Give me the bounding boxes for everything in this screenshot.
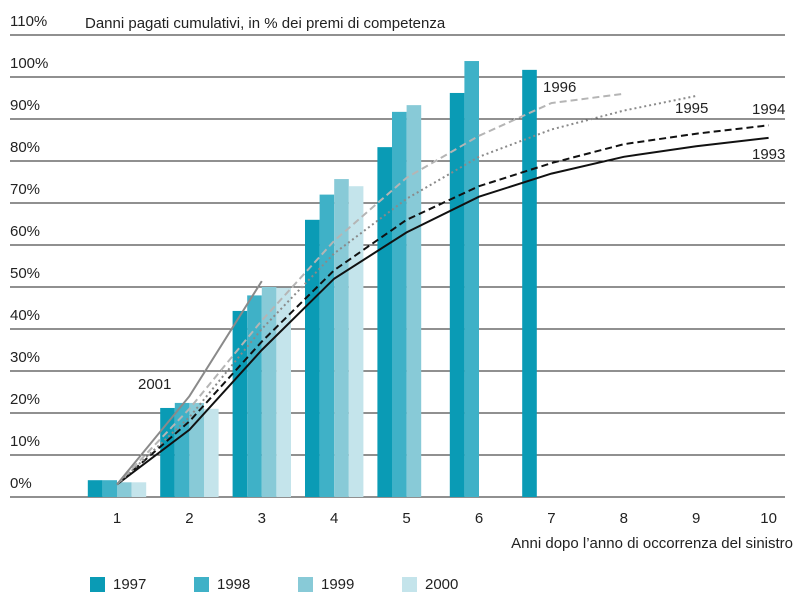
bar (232, 310, 248, 497)
y-tick-label: 30% (10, 349, 40, 366)
bar (160, 407, 175, 497)
bar (204, 408, 219, 497)
line-label: 1996 (543, 79, 576, 96)
x-tick-label: 2 (185, 510, 193, 527)
x-tick-label: 5 (402, 510, 410, 527)
y-tick-label: 110% (10, 13, 47, 30)
bar (319, 194, 335, 497)
legend-label: 2000 (425, 576, 458, 593)
x-tick-label: 1 (113, 510, 121, 527)
line-label: 2001 (138, 376, 171, 393)
x-tick-label: 3 (258, 510, 266, 527)
line (116, 92, 624, 486)
bar (131, 482, 147, 497)
legend-label: 1999 (321, 576, 354, 593)
bar (305, 219, 320, 498)
bar (247, 295, 262, 497)
legend-label: 1997 (113, 576, 146, 593)
legend-swatch (298, 577, 313, 592)
line (116, 124, 769, 486)
y-tick-label: 100% (10, 55, 48, 72)
y-tick-label: 0% (10, 475, 32, 492)
line (116, 94, 697, 486)
y-tick-label: 10% (10, 433, 40, 450)
legend-label: 1998 (217, 576, 250, 593)
x-tick-label: 6 (475, 510, 483, 527)
y-tick-label: 70% (10, 181, 40, 198)
line-label: 1993 (752, 146, 785, 163)
bar (522, 69, 537, 498)
legend-swatch (402, 577, 417, 592)
legend-swatch (194, 577, 209, 592)
x-tick-label: 10 (760, 510, 777, 527)
y-tick-label: 60% (10, 223, 40, 240)
bar (334, 179, 349, 497)
bar (377, 147, 392, 497)
y-tick-label: 90% (10, 97, 40, 114)
bar (464, 61, 479, 497)
x-axis-label: Anni dopo l’anno di occorrenza del sinis… (511, 535, 793, 552)
bar (87, 480, 103, 497)
bar (174, 402, 190, 497)
x-tick-label: 4 (330, 510, 338, 527)
x-tick-label: 9 (692, 510, 700, 527)
x-tick-label: 8 (620, 510, 628, 527)
line (116, 280, 263, 486)
x-tick-label: 7 (547, 510, 555, 527)
bar (449, 92, 465, 498)
bar (117, 482, 132, 497)
line (116, 136, 769, 486)
y-tick-label: 40% (10, 307, 40, 324)
line-label: 1994 (752, 101, 785, 118)
y-tick-label: 20% (10, 391, 40, 408)
y-tick-label: 80% (10, 139, 40, 156)
bar (406, 105, 422, 497)
chart-title: Danni pagati cumulativi, in % dei premi … (85, 15, 446, 32)
bar (392, 111, 407, 498)
line-label: 1995 (675, 100, 708, 117)
bar (276, 287, 291, 497)
legend-swatch (90, 577, 105, 592)
bar (102, 480, 117, 497)
y-tick-label: 50% (10, 265, 40, 282)
bar (348, 186, 364, 497)
